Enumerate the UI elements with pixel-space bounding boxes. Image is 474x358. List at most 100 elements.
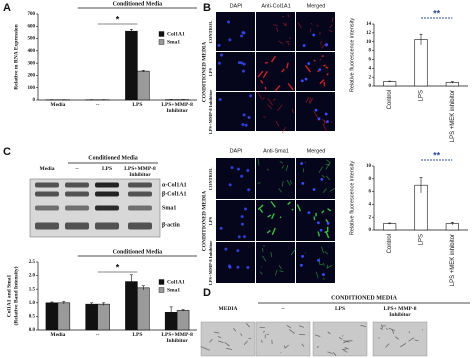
nucleus	[218, 97, 222, 101]
fiber	[272, 98, 276, 101]
nucleus	[322, 273, 325, 276]
x-tick-label-box: LPS+MMP-8 Inhibitor	[161, 102, 193, 114]
cell	[379, 327, 384, 330]
y-tick-label: 4	[369, 66, 372, 71]
micrograph	[216, 12, 255, 51]
x-tick-label: --	[95, 102, 100, 108]
bar	[45, 302, 59, 331]
fiber	[281, 181, 284, 187]
phase-image	[312, 321, 368, 357]
row-label: LPS	[208, 67, 213, 76]
fiber	[313, 110, 319, 118]
y-tick-label: 10	[366, 164, 372, 169]
panel-label: B	[203, 2, 211, 14]
bar	[97, 303, 110, 331]
micrograph	[256, 12, 295, 51]
significance-mark: *	[116, 14, 120, 24]
fiber	[321, 55, 324, 58]
x-tick-label: LPS+MMP-8 Inhibitor	[161, 102, 193, 114]
cell	[400, 343, 407, 348]
nucleus	[242, 31, 246, 35]
fiber	[278, 265, 282, 270]
legend-swatch	[158, 39, 165, 45]
bar	[125, 30, 138, 101]
cell	[342, 335, 344, 337]
fiber	[281, 126, 286, 134]
fiber	[285, 164, 289, 172]
fiber	[329, 24, 333, 29]
nucleus	[320, 177, 324, 181]
nucleus	[324, 112, 328, 116]
fiber	[321, 174, 325, 178]
x-tick-label: --	[95, 332, 100, 338]
fiber	[325, 66, 329, 69]
cell	[286, 324, 291, 329]
nucleus	[240, 174, 244, 178]
column-header: Merged	[307, 148, 326, 154]
band	[95, 182, 119, 188]
fiber	[326, 264, 328, 269]
fiber	[263, 116, 266, 118]
fiber	[267, 214, 272, 218]
cell	[232, 328, 237, 332]
x-tick-label: LPS	[132, 332, 143, 338]
panel-label: D	[203, 287, 211, 299]
cell	[385, 343, 390, 348]
legend-label: Col1A1	[167, 31, 185, 37]
row-label: LPS+MMP-8 Inhibitor	[208, 241, 213, 285]
group-label: Conditioned Media	[113, 249, 163, 255]
row-label: LPS	[208, 216, 213, 225]
fiber	[270, 251, 273, 258]
group-label: CONDITIONED MEDIA	[331, 295, 398, 301]
cell	[392, 329, 395, 334]
nucleus	[240, 215, 244, 219]
nucleus	[317, 117, 321, 121]
cell	[283, 345, 286, 349]
bar	[85, 303, 98, 331]
band	[128, 182, 152, 188]
band-label: Sma1	[162, 205, 176, 211]
y-tick-label: 0	[369, 84, 372, 89]
bar	[414, 39, 428, 87]
fiber	[297, 22, 302, 29]
fiber	[331, 17, 334, 23]
nucleus	[240, 61, 244, 65]
column-header: LPS+MMP-8 Inhibitor	[124, 166, 156, 178]
fiber	[257, 182, 261, 184]
fiber	[322, 64, 326, 67]
fiber	[321, 246, 324, 254]
nucleus	[217, 43, 221, 47]
y-tick-label: 300	[28, 61, 36, 66]
fiber	[257, 70, 264, 78]
y-tick-label: 0.5	[29, 315, 36, 320]
band	[128, 191, 152, 197]
fiber	[310, 22, 313, 25]
fiber	[316, 24, 319, 27]
legend-label: Col1A1	[167, 279, 185, 285]
cell	[332, 351, 337, 356]
fiber	[274, 269, 278, 276]
nucleus	[242, 113, 246, 117]
legend-swatch	[158, 279, 165, 285]
fiber	[322, 262, 325, 266]
y-tick-label: 2.0	[29, 274, 36, 279]
micrograph	[256, 158, 295, 199]
cell	[200, 346, 206, 349]
fiber	[327, 208, 332, 212]
nucleus	[219, 226, 223, 230]
band	[65, 182, 89, 188]
fiber	[287, 82, 294, 91]
fiber	[322, 119, 328, 124]
cell	[378, 337, 380, 339]
nucleus	[317, 221, 320, 225]
micrograph	[216, 242, 255, 283]
cell	[301, 343, 305, 347]
fiber	[273, 24, 278, 26]
fiber	[274, 84, 281, 92]
nucleus	[241, 69, 245, 73]
column-header-box: Media	[40, 166, 55, 172]
fiber	[290, 180, 292, 185]
fiber	[262, 255, 267, 262]
legend-label: Sma1	[167, 39, 180, 45]
